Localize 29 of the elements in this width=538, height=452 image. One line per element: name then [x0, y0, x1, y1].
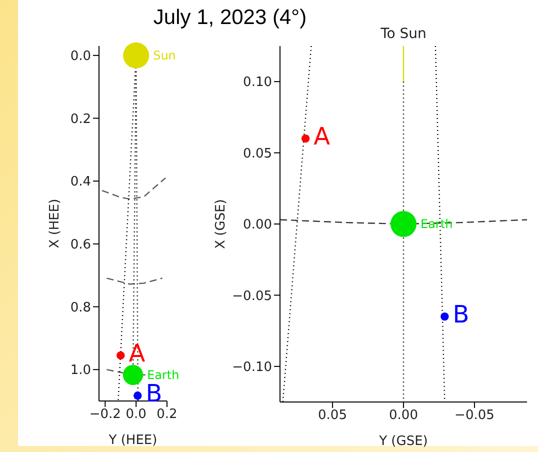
text: To Sun: [380, 26, 428, 42]
y-tick-label: −0.05: [232, 288, 272, 304]
x-tick-label: 0.0: [126, 407, 146, 422]
text: July 1, 2023 (4°): [152, 6, 308, 30]
series-label: B: [146, 380, 162, 408]
y-axis-title: X (GSE): [214, 199, 229, 249]
series-label: A: [314, 122, 331, 151]
x-tick-label: 0.05: [318, 408, 347, 424]
x-tick-label: −0.05: [454, 408, 494, 424]
series-label: B: [452, 300, 470, 329]
series-label: A: [128, 339, 146, 368]
series-label: Sun: [153, 48, 176, 62]
y-tick-label: 0.8: [70, 300, 91, 316]
series-label: Earth: [147, 368, 180, 382]
y-tick-label: 0.05: [243, 146, 272, 162]
y-tick-label: 0.2: [70, 112, 91, 127]
y-tick-label: 0.10: [243, 75, 272, 90]
y-axis-title: X (HEE): [48, 198, 63, 248]
x-axis-title: Y (HEE): [108, 433, 158, 448]
y-tick-label: 1.0: [70, 363, 91, 378]
y-tick-label: 0.0: [70, 49, 91, 64]
x-tick-label: 0.2: [156, 407, 178, 422]
y-tick-label: 0.6: [70, 238, 91, 253]
x-tick-label: 0.00: [389, 408, 418, 424]
y-tick-label: 0.4: [70, 174, 91, 190]
x-axis-title: Y (GSE): [378, 434, 428, 449]
x-tick-label: −0.2: [89, 407, 121, 422]
y-tick-label: −0.10: [232, 360, 272, 376]
y-tick-label: 0.00: [243, 218, 272, 233]
